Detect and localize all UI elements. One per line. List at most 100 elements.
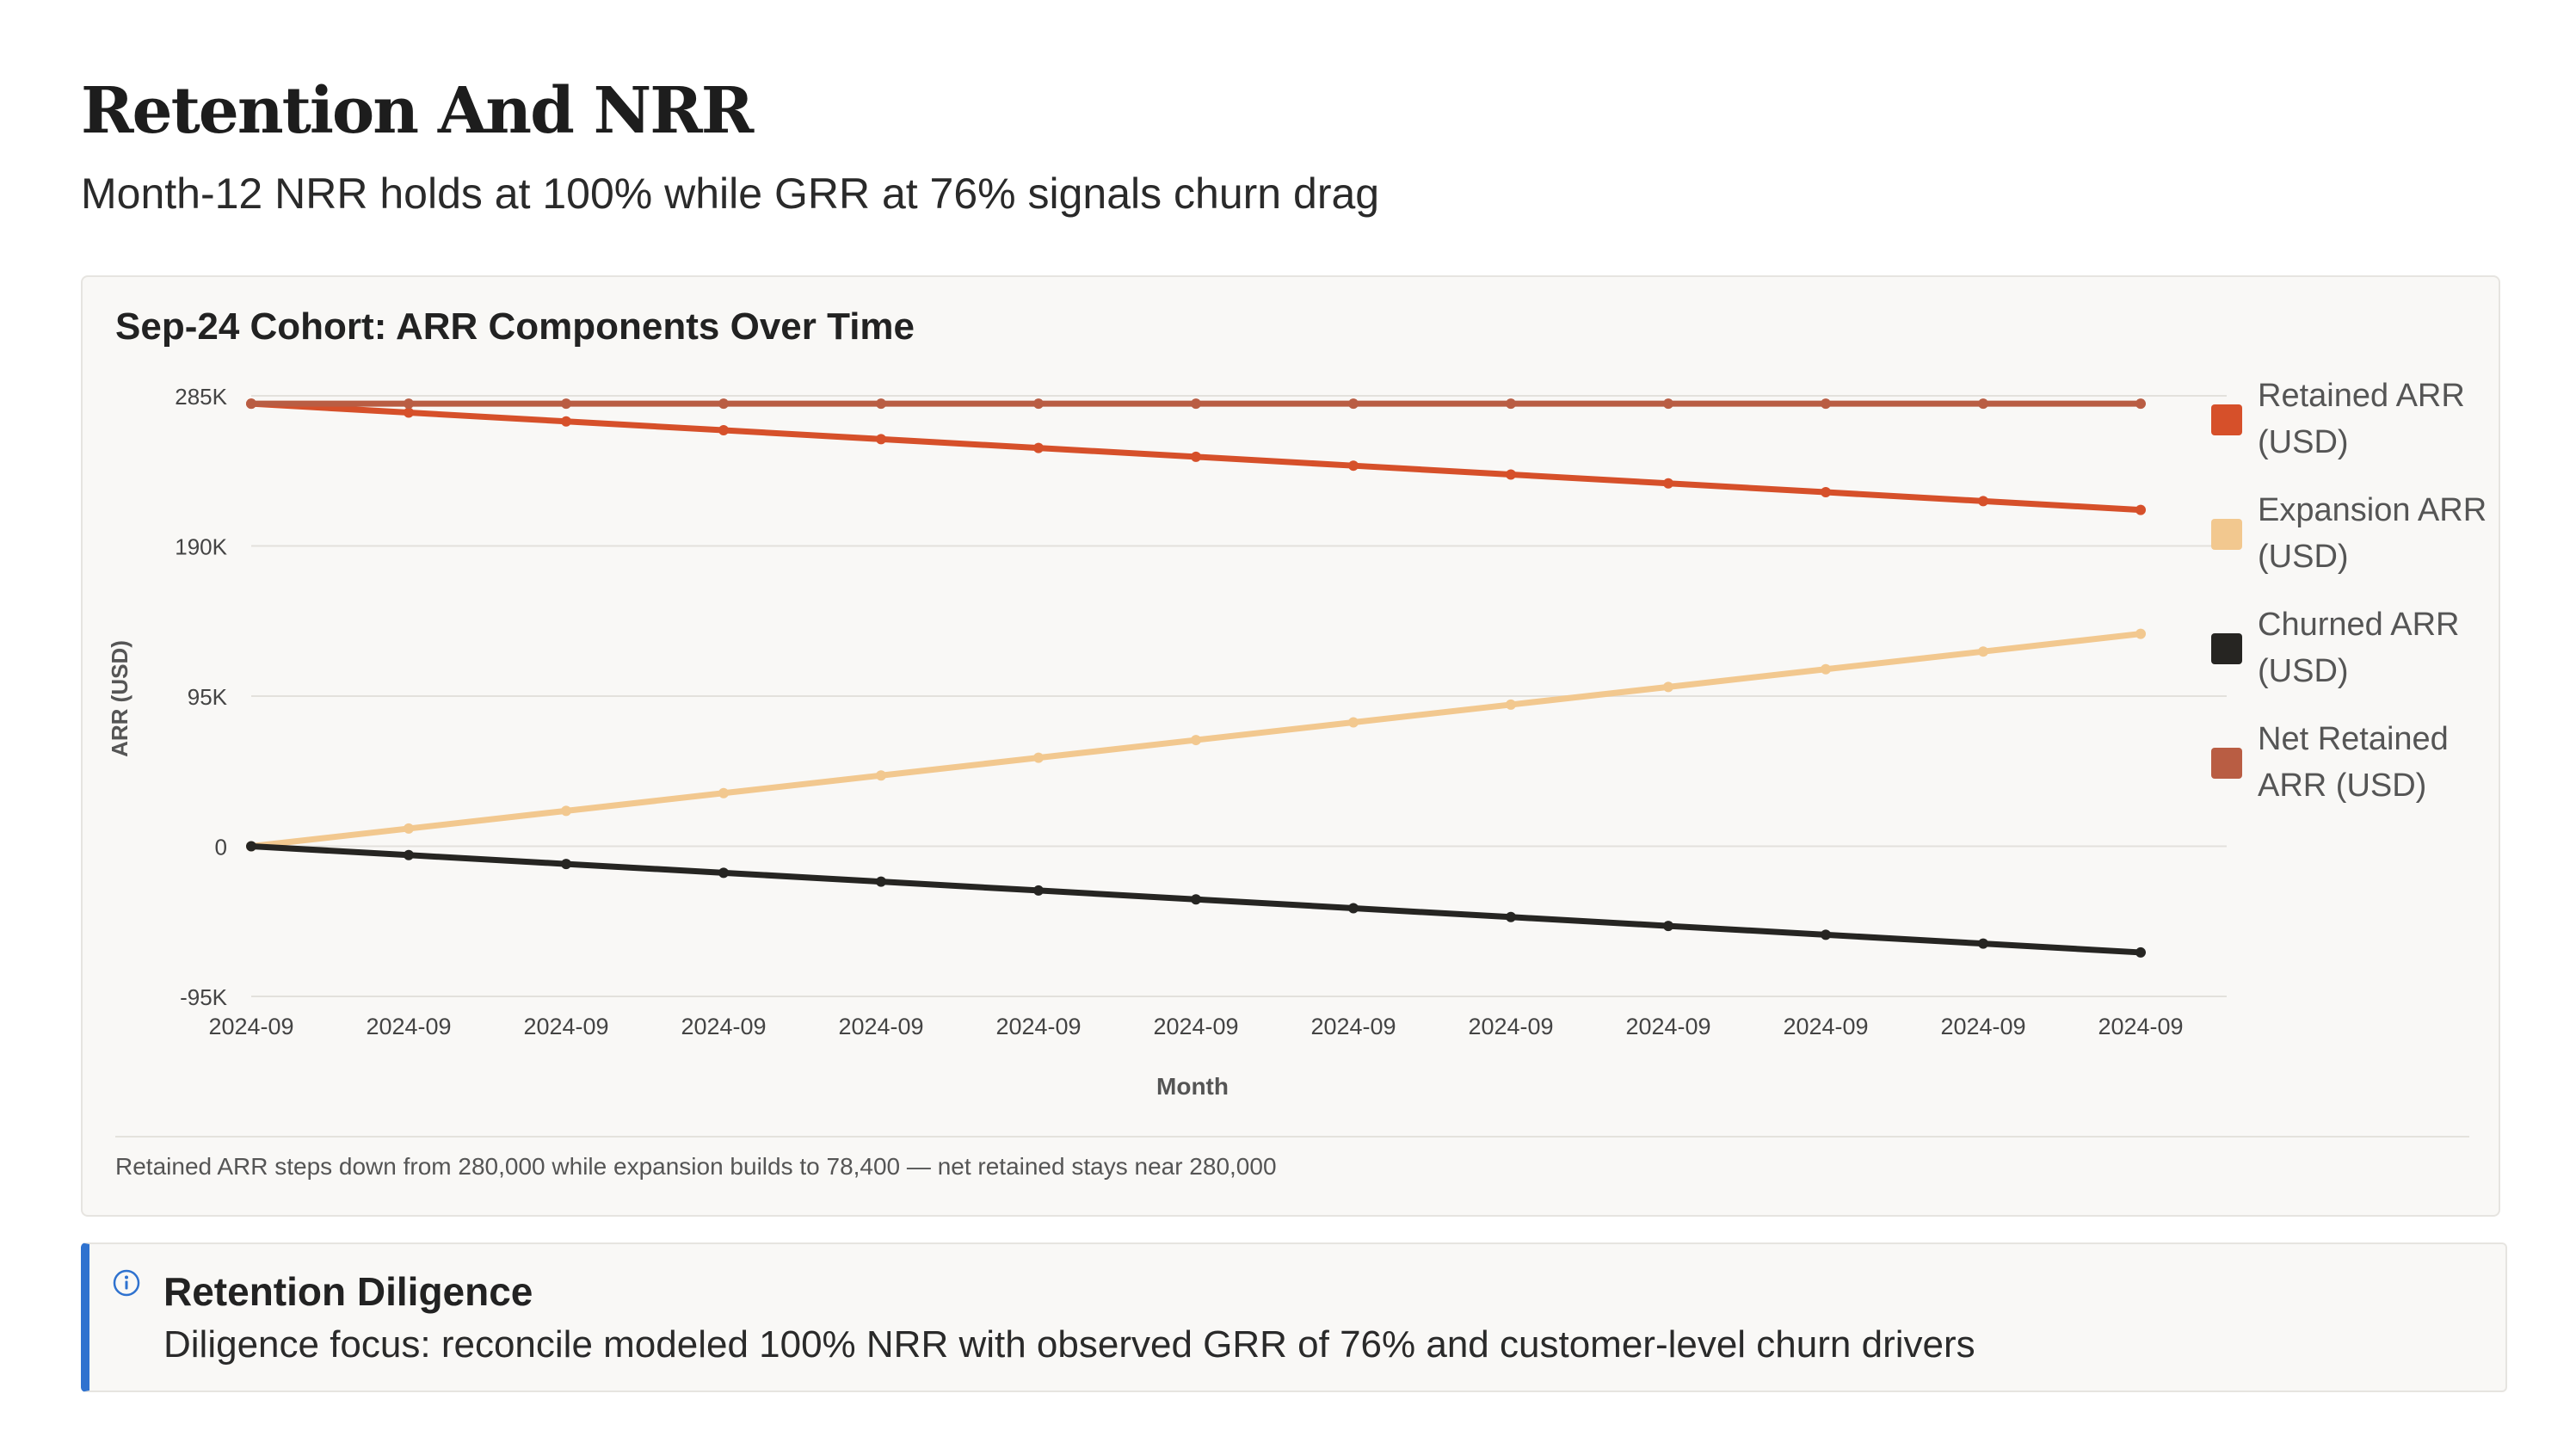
- data-point: [1978, 496, 1988, 507]
- y-axis-ticks: 285K 190K 95K 0 -95K: [175, 384, 227, 1010]
- chart-title: Sep-24 Cohort: ARR Components Over Time: [115, 305, 915, 348]
- y-tick-label: -95K: [180, 984, 228, 1010]
- data-point: [404, 407, 414, 418]
- data-point: [1821, 663, 1831, 675]
- y-axis-label: ARR (USD): [107, 640, 132, 757]
- data-point: [1033, 442, 1044, 453]
- data-point: [718, 867, 729, 879]
- data-point: [718, 787, 729, 798]
- grid-lines: [251, 395, 2227, 997]
- x-tick-label: 2024-09: [838, 1014, 923, 1039]
- legend-item[interactable]: Churned ARR (USD): [2211, 607, 2459, 689]
- page-subtitle: Month-12 NRR holds at 100% while GRR at …: [81, 170, 1380, 218]
- data-point: [1663, 478, 1673, 489]
- line-chart: Sep-24 Cohort: ARR Components Over Time …: [107, 305, 2487, 1100]
- data-point: [1348, 903, 1359, 914]
- series-retained-arr-usd: [246, 398, 2146, 515]
- series-expansion-arr-usd: [246, 628, 2146, 852]
- data-point: [1663, 681, 1673, 693]
- legend-item[interactable]: Net Retained ARR (USD): [2211, 721, 2449, 804]
- x-tick-label: 2024-09: [995, 1014, 1081, 1039]
- legend-label: Retained ARR (USD): [2258, 378, 2465, 460]
- data-point: [1191, 735, 1201, 746]
- y-tick-label: 190K: [175, 534, 227, 560]
- data-point: [1978, 646, 1988, 657]
- data-point: [876, 770, 886, 781]
- data-point: [1821, 929, 1831, 940]
- data-point: [2135, 628, 2146, 639]
- legend-item[interactable]: Retained ARR (USD): [2211, 378, 2465, 460]
- x-tick-label: 2024-09: [523, 1014, 608, 1039]
- chart-footnote: Retained ARR steps down from 280,000 whi…: [115, 1153, 1277, 1180]
- x-tick-label: 2024-09: [681, 1014, 766, 1039]
- retention-diligence-callout: Retention Diligence Diligence focus: rec…: [81, 1242, 2507, 1392]
- x-tick-label: 2024-09: [1625, 1014, 1710, 1039]
- data-point: [2135, 504, 2146, 515]
- data-point: [1348, 460, 1359, 472]
- data-point: [1506, 398, 1516, 410]
- data-point: [246, 398, 256, 410]
- data-point: [1033, 885, 1044, 896]
- data-point: [2135, 946, 2146, 958]
- legend-swatch: [2211, 404, 2242, 435]
- data-point: [1506, 469, 1516, 480]
- chart-card: Sep-24 Cohort: ARR Components Over Time …: [81, 275, 2500, 1217]
- chart-footer-divider: [115, 1136, 2469, 1138]
- data-point: [876, 434, 886, 445]
- data-point: [561, 805, 571, 817]
- legend: Retained ARR (USD) Expansion ARR (USD) Churn…: [2211, 378, 2487, 804]
- data-point: [1978, 398, 1988, 410]
- x-tick-label: 2024-09: [208, 1014, 293, 1039]
- data-point: [2135, 398, 2146, 410]
- data-point: [404, 398, 414, 410]
- data-point: [1191, 451, 1201, 462]
- x-tick-label: 2024-09: [366, 1014, 451, 1039]
- data-point: [1348, 398, 1359, 410]
- series-lines: [246, 398, 2146, 958]
- x-tick-label: 2024-09: [1783, 1014, 1868, 1039]
- data-point: [561, 859, 571, 870]
- data-point: [1191, 398, 1201, 410]
- series-net-retained-arr-usd: [246, 398, 2146, 410]
- data-point: [1348, 717, 1359, 728]
- data-point: [1663, 921, 1673, 932]
- data-point: [561, 398, 571, 410]
- data-point: [1663, 398, 1673, 410]
- legend-label: Net Retained ARR (USD): [2258, 721, 2449, 804]
- data-point: [1033, 398, 1044, 410]
- data-point: [404, 823, 414, 834]
- info-icon: [113, 1269, 140, 1297]
- data-point: [561, 416, 571, 427]
- data-point: [1821, 487, 1831, 498]
- data-point: [876, 876, 886, 887]
- legend-swatch: [2211, 748, 2242, 779]
- x-tick-label: 2024-09: [1153, 1014, 1238, 1039]
- data-point: [404, 849, 414, 860]
- data-point: [718, 425, 729, 436]
- legend-label: Expansion ARR (USD): [2258, 492, 2487, 575]
- data-point: [1821, 398, 1831, 410]
- data-point: [876, 398, 886, 410]
- x-tick-label: 2024-09: [1468, 1014, 1553, 1039]
- legend-label: Churned ARR (USD): [2258, 607, 2459, 689]
- callout-title: Retention Diligence: [163, 1269, 533, 1314]
- data-point: [246, 841, 256, 852]
- legend-swatch: [2211, 519, 2242, 550]
- x-axis-label: Month: [1156, 1073, 1229, 1100]
- x-tick-label: 2024-09: [1940, 1014, 2025, 1039]
- data-point: [1978, 938, 1988, 949]
- x-tick-label: 2024-09: [1310, 1014, 1396, 1039]
- data-point: [1506, 911, 1516, 922]
- x-tick-label: 2024-09: [2098, 1014, 2183, 1039]
- y-tick-label: 95K: [188, 684, 228, 710]
- legend-item[interactable]: Expansion ARR (USD): [2211, 492, 2487, 575]
- data-point: [1506, 699, 1516, 710]
- page-title: Retention And NRR: [81, 74, 754, 148]
- data-point: [718, 398, 729, 410]
- callout-body: Diligence focus: reconcile modeled 100% …: [163, 1323, 1975, 1366]
- data-point: [1033, 752, 1044, 763]
- data-point: [1191, 894, 1201, 905]
- series-churned-arr-usd: [246, 841, 2146, 958]
- y-tick-label: 285K: [175, 384, 227, 410]
- x-axis-ticks: 2024-09 2024-09 2024-09 2024-09 2024-09 2024-…: [208, 1014, 2183, 1039]
